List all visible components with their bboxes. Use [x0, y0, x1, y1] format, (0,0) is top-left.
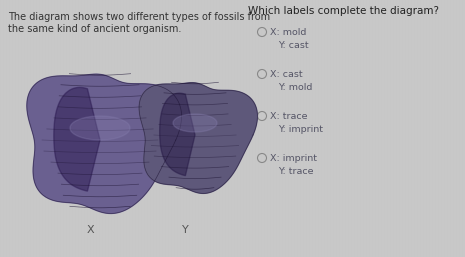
Text: Y: imprint: Y: imprint: [278, 125, 323, 134]
Text: Y: Y: [182, 225, 188, 235]
Text: X: X: [86, 225, 94, 235]
Text: Y: mold: Y: mold: [278, 83, 312, 92]
Text: X: imprint: X: imprint: [270, 154, 317, 163]
Text: X: cast: X: cast: [270, 70, 303, 79]
Text: The diagram shows two different types of fossils from: The diagram shows two different types of…: [8, 12, 270, 22]
Text: X: trace: X: trace: [270, 112, 307, 121]
Text: Which labels complete the diagram?: Which labels complete the diagram?: [248, 6, 439, 16]
Text: Y: trace: Y: trace: [278, 167, 313, 176]
Polygon shape: [54, 87, 100, 191]
Polygon shape: [70, 116, 130, 140]
Polygon shape: [27, 74, 181, 214]
Polygon shape: [159, 93, 195, 176]
Polygon shape: [139, 83, 257, 193]
Text: the same kind of ancient organism.: the same kind of ancient organism.: [8, 24, 181, 34]
Polygon shape: [173, 114, 217, 132]
Text: X: mold: X: mold: [270, 28, 306, 37]
Text: Y: cast: Y: cast: [278, 41, 309, 50]
